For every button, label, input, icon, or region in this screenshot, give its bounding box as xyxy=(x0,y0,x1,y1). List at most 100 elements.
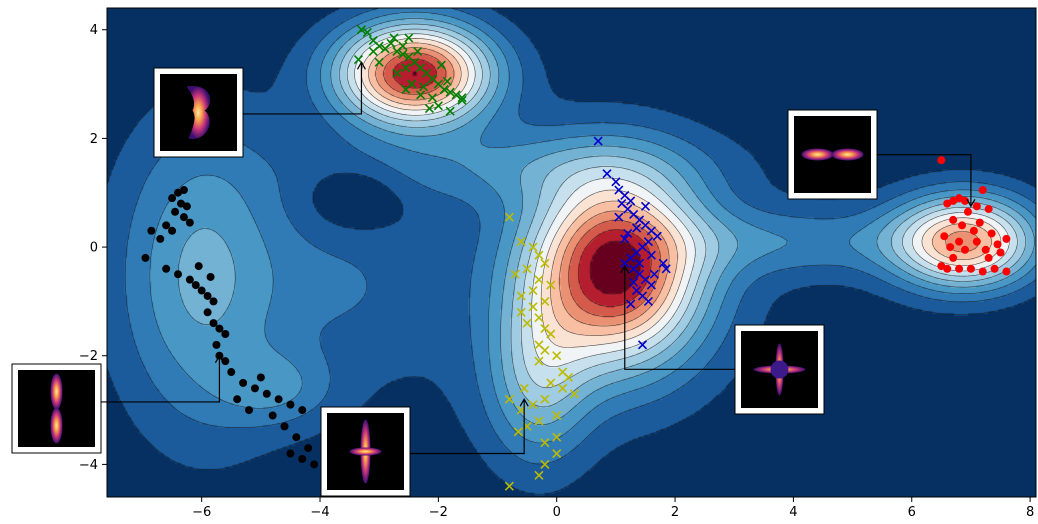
series-5-point-23 xyxy=(212,340,221,349)
inset-4-cross-tall xyxy=(320,406,411,497)
series-3-point-12 xyxy=(955,237,964,246)
inset-arrowhead-2 xyxy=(966,199,976,208)
inset-connector-4 xyxy=(410,399,525,455)
inset-connector-2 xyxy=(877,154,972,207)
series-4-point-9 xyxy=(546,280,556,290)
inset-3-vertical-lobes xyxy=(11,363,102,454)
series-5-point-5 xyxy=(171,207,180,216)
series-5-point-11 xyxy=(141,253,150,262)
series-3-point-30 xyxy=(1002,234,1011,243)
series-4-point-5 xyxy=(540,258,550,268)
series-1-point-35 xyxy=(401,84,411,95)
contour-line-6 xyxy=(346,28,1018,389)
inset-5-cross-star xyxy=(734,324,825,415)
series-1-point-33 xyxy=(419,82,429,92)
inset-glyph xyxy=(349,419,382,484)
inset-2-horizontal-lobes xyxy=(787,109,878,200)
series-3-point-8 xyxy=(984,205,993,214)
series-4-point-14 xyxy=(516,307,526,317)
series-3-point-7 xyxy=(972,202,981,211)
series-5-point-40 xyxy=(268,411,277,420)
x-tick-label: 8 xyxy=(1026,505,1034,519)
series-3-point-32 xyxy=(981,245,990,254)
scatter-layer xyxy=(141,25,1011,491)
series-4-point-22 xyxy=(534,356,544,366)
series-4-point-6 xyxy=(522,264,532,274)
series-2-point-31 xyxy=(623,228,633,239)
series-2-point-34 xyxy=(640,201,651,211)
series-4-point-31 xyxy=(552,410,562,421)
series-4-point-42 xyxy=(504,394,514,404)
series-4-point-26 xyxy=(558,383,568,393)
series-1-point-2 xyxy=(362,27,372,38)
series-1-point-31 xyxy=(413,46,423,57)
contour-line-3 xyxy=(149,11,1036,444)
series-1-point-16 xyxy=(439,84,449,95)
series-3-point-25 xyxy=(937,262,946,271)
series-3-point-24 xyxy=(1002,267,1011,276)
series-2-point-32 xyxy=(646,250,656,260)
series-3-point-16 xyxy=(949,253,958,262)
series-3-point-18 xyxy=(996,248,1005,257)
y-tick-label: −2 xyxy=(79,349,98,364)
series-4-points xyxy=(504,212,580,491)
series-5-point-42 xyxy=(245,406,254,415)
inset-glyph xyxy=(801,148,864,161)
plot-frame xyxy=(106,7,1037,498)
series-4-point-29 xyxy=(528,400,538,410)
inset-arrowhead-3 xyxy=(214,354,224,364)
inset-arrowhead-1 xyxy=(356,61,366,70)
series-2-point-38 xyxy=(649,269,659,279)
series-3-point-17 xyxy=(984,253,993,262)
series-4-point-28 xyxy=(540,394,550,404)
series-4-point-15 xyxy=(534,313,544,323)
series-3-point-27 xyxy=(969,226,978,235)
contour-lines xyxy=(107,8,1036,495)
series-4-point-21 xyxy=(552,351,562,361)
series-5-point-41 xyxy=(233,395,242,404)
series-1-point-6 xyxy=(386,38,396,48)
series-5-point-25 xyxy=(221,357,230,366)
series-5-point-22 xyxy=(221,330,230,338)
series-4-point-39 xyxy=(504,481,514,491)
series-3-point-10 xyxy=(975,218,984,227)
series-5-point-28 xyxy=(250,384,259,393)
series-4-point-12 xyxy=(540,296,550,306)
series-5-point-10 xyxy=(147,226,156,235)
series-3-point-2 xyxy=(978,186,987,195)
series-1-point-34 xyxy=(427,93,438,103)
series-4-point-25 xyxy=(546,378,556,388)
inset-arrowhead-4 xyxy=(519,397,529,407)
series-5-point-44 xyxy=(182,202,191,211)
y-tick-label: 0 xyxy=(90,241,98,256)
series-5-point-6 xyxy=(179,213,188,222)
series-2-point-37 xyxy=(629,277,639,287)
inset-thumbnails xyxy=(11,67,878,497)
series-4-point-41 xyxy=(513,427,523,437)
inset-connector-3 xyxy=(101,355,221,403)
inset-connector-5 xyxy=(624,266,735,370)
series-4-point-16 xyxy=(522,318,532,328)
series-5-point-29 xyxy=(262,389,271,398)
contour-line-5 xyxy=(339,23,1026,408)
series-5-point-3 xyxy=(179,186,188,195)
series-3-point-22 xyxy=(978,267,987,276)
series-1-point-23 xyxy=(433,101,443,111)
series-3-point-23 xyxy=(990,264,999,273)
series-4-point-8 xyxy=(534,275,544,285)
inset-glyph xyxy=(186,86,211,139)
series-5-point-46 xyxy=(206,272,215,281)
series-5-point-18 xyxy=(209,297,218,306)
inset-glyph xyxy=(753,343,806,396)
series-5-point-34 xyxy=(292,433,301,442)
series-2-point-3 xyxy=(611,177,621,187)
series-3-point-14 xyxy=(993,240,1002,249)
series-4-point-4 xyxy=(534,250,544,260)
series-5-point-37 xyxy=(298,454,307,463)
series-2-point-2 xyxy=(602,169,612,179)
x-tick-label: 2 xyxy=(671,505,679,519)
series-5-point-26 xyxy=(227,368,236,377)
series-2-point-28 xyxy=(661,264,671,274)
series-4-point-24 xyxy=(563,372,574,383)
